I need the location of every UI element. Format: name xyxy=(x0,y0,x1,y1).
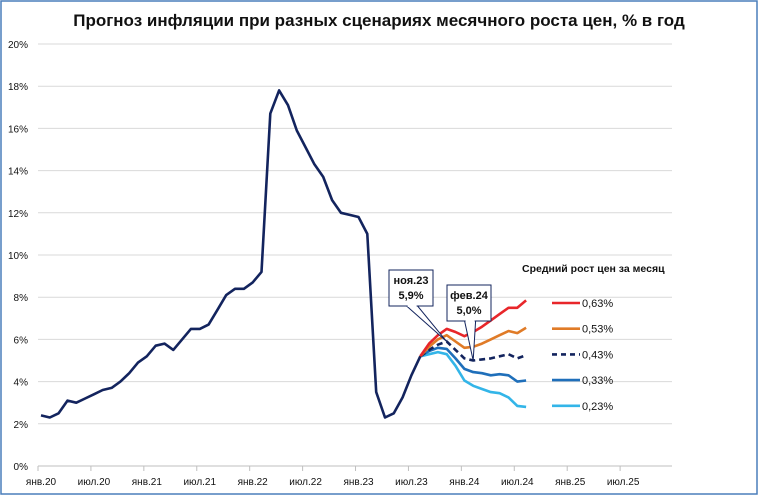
annotation-box xyxy=(446,284,492,322)
annotation-date: ноя.23 xyxy=(394,275,429,287)
x-tick-label: янв.25 xyxy=(555,477,586,488)
x-tick-label: июл.24 xyxy=(501,477,534,488)
x-tick-label: янв.22 xyxy=(238,477,269,488)
x-tick-label: янв.23 xyxy=(343,477,374,488)
annotation-date: фев.24 xyxy=(450,290,489,302)
y-tick-label: 18% xyxy=(8,82,28,93)
actual-inflation-line xyxy=(40,89,422,419)
annotation-value: 5,0% xyxy=(456,305,481,317)
x-tick-label: июл.20 xyxy=(78,477,111,488)
legend-label: 0,23% xyxy=(582,401,613,413)
annotation-value: 5,9% xyxy=(398,290,423,302)
x-tick-label: янв.21 xyxy=(132,477,163,488)
legend-title: Средний рост цен за месяц xyxy=(522,263,665,275)
x-tick-label: июл.23 xyxy=(395,477,428,488)
x-tick-label: июл.25 xyxy=(607,477,640,488)
x-tick-label: июл.22 xyxy=(289,477,322,488)
legend-label: 0,33% xyxy=(582,375,613,387)
y-tick-label: 2% xyxy=(14,420,29,431)
y-tick-label: 12% xyxy=(8,209,28,220)
series-line-4 xyxy=(419,350,527,409)
y-tick-label: 16% xyxy=(8,124,28,135)
y-tick-label: 8% xyxy=(14,293,29,304)
chart-title: Прогноз инфляции при разных сценариях ме… xyxy=(73,11,685,30)
y-tick-label: 6% xyxy=(14,335,29,346)
y-tick-label: 20% xyxy=(8,40,28,51)
y-tick-label: 4% xyxy=(14,378,29,389)
y-tick-label: 0% xyxy=(14,462,29,473)
series-line-3 xyxy=(419,346,527,383)
y-tick-label: 14% xyxy=(8,167,28,178)
y-tick-label: 10% xyxy=(8,251,28,262)
legend-label: 0,63% xyxy=(582,298,613,310)
legend-label: 0,43% xyxy=(582,349,613,361)
legend-label: 0,53% xyxy=(582,324,613,336)
x-tick-label: июл.21 xyxy=(183,477,216,488)
x-tick-label: янв.20 xyxy=(26,477,57,488)
x-tick-label: янв.24 xyxy=(449,477,480,488)
